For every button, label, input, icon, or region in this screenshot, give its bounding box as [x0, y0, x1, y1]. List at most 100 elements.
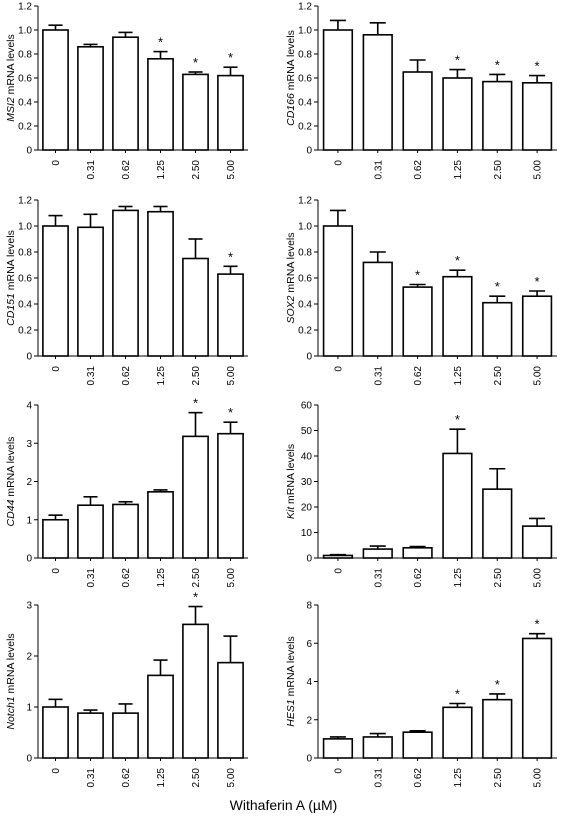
y-tick-label: 0.2	[298, 122, 312, 133]
y-tick-label: 3	[26, 601, 32, 612]
y-tick-label: 1.2	[18, 2, 32, 13]
x-tick-label: 1.25	[156, 366, 167, 386]
x-tick-label: 0	[51, 568, 62, 574]
significance-marker: *	[415, 268, 420, 283]
bar	[182, 623, 209, 759]
bar	[77, 45, 104, 151]
bar	[402, 546, 433, 559]
y-axis-label-suffix: mRNA levels	[285, 232, 297, 295]
x-tick-label: 5.00	[226, 160, 237, 180]
y-tick-label: 1.2	[298, 2, 312, 13]
bar	[362, 261, 393, 357]
y-tick-label: 0	[306, 352, 312, 363]
x-tick-label: 1.25	[156, 160, 167, 180]
significance-marker: *	[228, 50, 233, 65]
y-axis-label-suffix: mRNA levels	[5, 633, 17, 696]
bar	[112, 209, 139, 357]
x-tick-label: 5.00	[533, 568, 544, 588]
y-tick-label: 0	[306, 146, 312, 157]
y-axis-label: SOX2 mRNA levels	[285, 232, 297, 323]
x-tick-label: 5.00	[226, 568, 237, 588]
bar	[442, 77, 473, 151]
y-tick-label: 6	[306, 639, 312, 650]
chart-panel-cd44: 0 1 2 3 4 CD44 mRNA levels 0 0.31 0.62 1.25 * 2.50 *…	[5, 396, 248, 588]
bar	[521, 82, 553, 151]
bar	[217, 74, 244, 151]
bar	[42, 706, 69, 759]
x-tick-label: 2.50	[191, 768, 202, 788]
significance-marker: *	[228, 405, 233, 420]
x-tick-label: 0	[51, 768, 62, 774]
bar	[402, 731, 433, 759]
shared-x-axis-title: Withaferin A (µM)	[229, 797, 338, 813]
significance-marker: *	[495, 57, 500, 72]
bar	[77, 226, 104, 357]
bar	[217, 273, 244, 357]
bar	[362, 736, 393, 759]
y-tick-label: 4	[26, 401, 32, 412]
y-axis-label-gene: HES1	[285, 699, 297, 726]
y-tick-label: 0	[26, 554, 32, 565]
y-tick-label: 0.6	[18, 274, 32, 285]
x-tick-label: 0	[333, 768, 344, 774]
bar	[521, 295, 553, 357]
y-tick-label: 0	[26, 146, 32, 157]
significance-marker: *	[455, 253, 460, 268]
x-tick-label: 0	[333, 160, 344, 166]
x-tick-label: 1.25	[156, 568, 167, 588]
bar	[362, 33, 393, 151]
y-axis-label-gene: Notch1	[5, 696, 17, 729]
significance-marker: *	[495, 279, 500, 294]
x-tick-label: 1.25	[453, 568, 464, 588]
x-tick-label: 5.00	[226, 366, 237, 386]
x-tick-label: 0.62	[121, 160, 132, 180]
y-axis-label-gene: CD151	[5, 293, 17, 326]
y-axis-label: CD44 mRNA levels	[5, 437, 17, 527]
bar	[482, 80, 513, 151]
y-tick-label: 0.2	[298, 326, 312, 337]
significance-marker: *	[158, 35, 163, 50]
significance-marker: *	[193, 55, 198, 70]
x-tick-label: 0.62	[121, 366, 132, 386]
y-tick-label: 2	[26, 477, 32, 488]
y-tick-label: 1.0	[18, 26, 32, 37]
chart-panel-hes1: 0 2 4 6 8 HES1 mRNA levels 0 0.31 0.62 * 1.25 * 2.50…	[285, 601, 557, 788]
y-tick-label: 4	[306, 677, 312, 688]
bar	[182, 257, 209, 357]
bar	[362, 548, 393, 559]
bar	[182, 435, 209, 559]
bar	[322, 738, 354, 759]
x-tick-label: 0.31	[86, 366, 97, 386]
y-tick-label: 1	[26, 703, 32, 714]
y-axis-label: Kit mRNA levels	[285, 444, 297, 519]
x-tick-label: 0.31	[373, 366, 384, 386]
chart-panel-kit: 0 10 20 30 40 50 60 Kit mRNA levels 0 0.31 0.62 * 1.…	[285, 401, 557, 588]
bar	[482, 301, 513, 357]
y-tick-label: 0	[306, 554, 312, 565]
x-tick-label: 0	[333, 366, 344, 372]
bar	[521, 525, 553, 559]
y-axis-label-suffix: mRNA levels	[285, 30, 297, 93]
y-tick-label: 20	[301, 503, 313, 514]
bar	[77, 712, 104, 759]
significance-marker: *	[228, 249, 233, 264]
y-tick-label: 0.4	[298, 300, 312, 311]
y-axis-label: HES1 mRNA levels	[285, 636, 297, 726]
y-axis-label-gene: CD44	[5, 499, 17, 526]
x-tick-label: 0.31	[373, 768, 384, 788]
y-axis-label-gene: SOX2	[285, 295, 297, 323]
y-tick-label: 50	[301, 426, 313, 437]
y-tick-label: 0.8	[18, 248, 32, 259]
x-tick-label: 1.25	[453, 768, 464, 788]
y-axis-label-suffix: mRNA levels	[5, 437, 17, 500]
bar	[147, 57, 174, 151]
y-tick-label: 0.4	[18, 98, 32, 109]
y-tick-label: 0.6	[298, 274, 312, 285]
x-tick-label: 0.31	[86, 568, 97, 588]
y-tick-label: 1.0	[18, 222, 32, 233]
x-tick-label: 0.62	[413, 568, 424, 588]
y-tick-label: 1.0	[298, 26, 312, 37]
y-tick-label: 0.4	[298, 98, 312, 109]
x-tick-label: 2.50	[493, 160, 504, 180]
x-tick-label: 1.25	[453, 366, 464, 386]
